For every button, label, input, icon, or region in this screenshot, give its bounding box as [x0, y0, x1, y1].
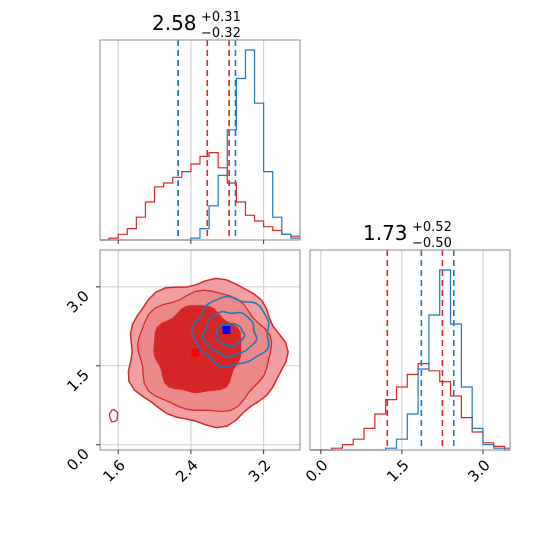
marker-red — [191, 348, 200, 357]
histogram-series-blue — [310, 269, 510, 451]
contour-blue-mid — [201, 310, 258, 359]
title-param2-upper-error: +0.52 — [412, 220, 452, 235]
histogram-series-blue — [100, 49, 300, 241]
x-tick-label: 1.5 — [383, 456, 413, 486]
contour-blue-inner — [214, 322, 246, 348]
title-param1-lower-error: −0.32 — [201, 26, 241, 41]
title-param1-upper-error: +0.31 — [201, 10, 241, 25]
histogram-panel-param2: 0.0 1.5 3.0 — [302, 249, 511, 486]
y-tick-label: 1.5 — [63, 366, 93, 396]
marker-blue — [222, 326, 231, 334]
contour-blue-outer — [190, 295, 270, 368]
histogram-series-red — [310, 363, 510, 451]
title-param2-lower-error: −0.50 — [412, 236, 452, 251]
panel-frame — [309, 249, 511, 451]
x-tick-label: 1.6 — [99, 456, 129, 486]
y-tick-label: 0.0 — [63, 445, 93, 475]
panel-frame — [99, 249, 301, 451]
contour-panel: 1.6 2.4 3.2 0.0 1.5 3.0 — [63, 249, 301, 486]
x-tick-label: 3.0 — [464, 456, 494, 486]
histogram-panel-param1 — [99, 39, 301, 244]
y-tick-label: 3.0 — [63, 287, 93, 317]
x-tick-label: 2.4 — [172, 456, 202, 486]
title-param1-value: 2.58 — [152, 11, 197, 35]
contour-red-island — [108, 408, 119, 423]
panel-frame — [99, 39, 301, 241]
title-param2-value: 1.73 — [363, 221, 408, 245]
x-tick-label: 3.2 — [245, 456, 275, 486]
x-tick-label: 0.0 — [302, 456, 332, 486]
histogram-series-red — [100, 152, 300, 241]
